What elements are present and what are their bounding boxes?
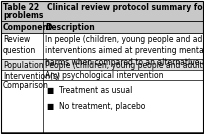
Text: Population: Population [3,60,44,70]
Bar [1,70,203,80]
Bar [1,21,203,33]
Text: problems: problems [3,11,43,20]
Bar [1,1,203,21]
Bar [1,59,203,70]
Text: Component: Component [3,23,53,31]
Text: People (children, young people and adults) with learni: People (children, young people and adult… [45,60,204,70]
Bar [1,80,203,132]
Text: Any psychological intervention: Any psychological intervention [45,72,163,81]
Text: Table 22   Clinical review protocol summary for the review o: Table 22 Clinical review protocol summar… [3,3,204,12]
Text: Comparison: Comparison [3,81,49,90]
Text: Intervention(s): Intervention(s) [3,72,60,81]
Text: ■  Treatment as usual
■  No treatment, placebo: ■ Treatment as usual ■ No treatment, pla… [47,86,145,111]
Text: Description: Description [45,23,95,31]
Text: Review
question: Review question [3,34,36,55]
Bar [1,33,203,59]
Text: In people (children, young people and adults) with lea
interventions aimed at pr: In people (children, young people and ad… [45,34,204,67]
